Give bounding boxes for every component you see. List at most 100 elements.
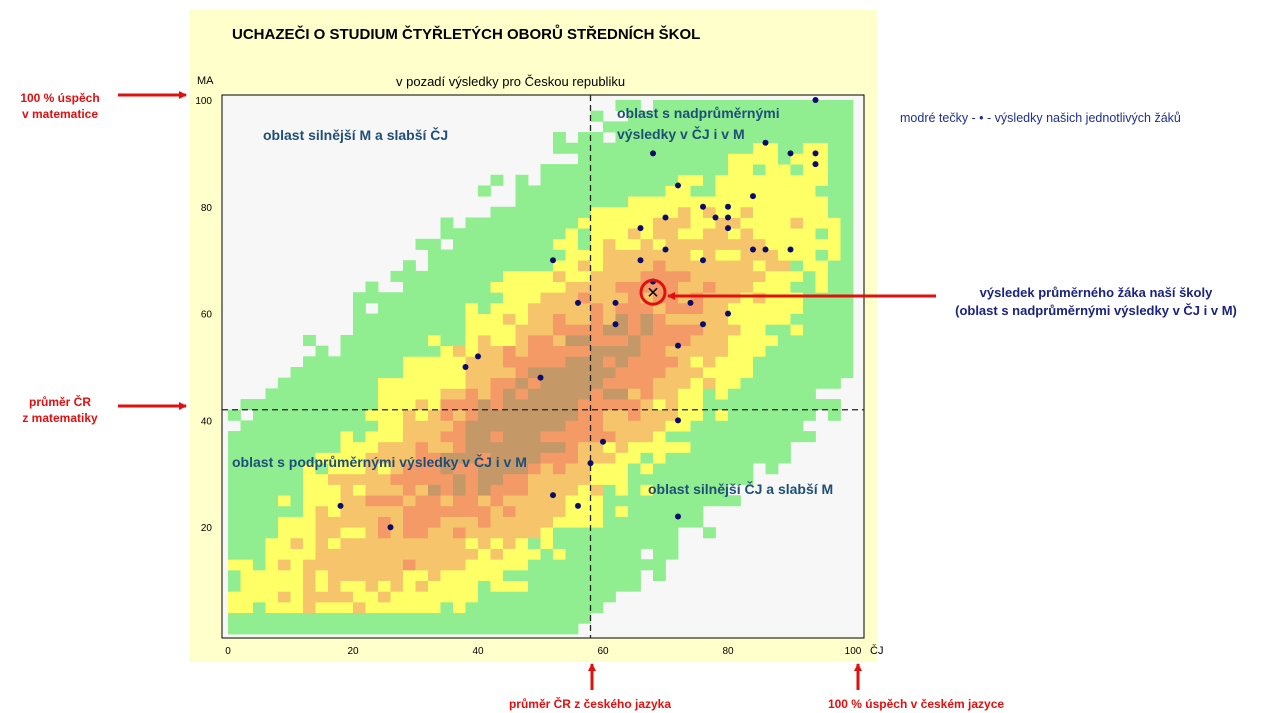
- density-cell: [778, 281, 791, 293]
- density-cell: [428, 367, 441, 379]
- density-cell: [615, 260, 629, 272]
- density-cell: [328, 463, 341, 475]
- density-cell: [290, 505, 304, 517]
- density-cell: [615, 334, 629, 347]
- density-cell: [340, 377, 354, 389]
- density-cell: [490, 249, 504, 261]
- density-cell: [265, 484, 279, 496]
- density-cell: [528, 377, 541, 389]
- density-cell: [628, 345, 641, 357]
- density-cell: [503, 356, 516, 368]
- school-average-label: výsledek průměrného žáka naší školy (obl…: [916, 284, 1276, 320]
- density-cell: [828, 132, 841, 144]
- student-dot: [637, 257, 644, 264]
- density-cell: [228, 409, 241, 421]
- density-cell: [503, 601, 516, 614]
- density-cell: [615, 281, 629, 293]
- density-cell: [278, 548, 291, 560]
- density-cell: [740, 431, 754, 443]
- density-cell: [603, 441, 616, 453]
- density-cell: [340, 516, 354, 528]
- density-cell: [415, 495, 429, 507]
- density-cell: [615, 399, 629, 411]
- density-cell: [590, 505, 604, 517]
- density-cell: [403, 334, 416, 347]
- density-cell: [665, 527, 679, 539]
- student-dot: [700, 321, 706, 328]
- density-cell: [578, 505, 591, 517]
- density-cell: [390, 388, 404, 400]
- density-cell: [678, 377, 691, 389]
- density-cell: [490, 388, 504, 400]
- density-cell: [540, 612, 554, 624]
- density-cell: [515, 217, 529, 229]
- density-cell: [703, 431, 716, 443]
- density-cell: [465, 281, 479, 293]
- density-cell: [540, 537, 554, 549]
- density-cell: [828, 185, 841, 197]
- density-background: [228, 100, 854, 635]
- density-cell: [703, 132, 716, 144]
- density-cell: [640, 334, 654, 347]
- density-cell: [540, 356, 554, 368]
- density-cell: [803, 121, 816, 133]
- density-cell: [840, 281, 854, 293]
- density-cell: [340, 495, 354, 507]
- density-cell: [428, 260, 441, 272]
- density-cell: [653, 174, 666, 186]
- density-cell: [390, 367, 404, 379]
- density-cell: [378, 324, 391, 336]
- density-cell: [578, 185, 591, 197]
- density-cell: [840, 324, 854, 336]
- density-cell: [590, 409, 604, 421]
- density-cell: [778, 260, 791, 272]
- density-cell: [503, 377, 516, 389]
- density-cell: [540, 260, 554, 272]
- density-cell: [440, 388, 454, 400]
- density-cell: [303, 399, 316, 411]
- density-cell: [765, 270, 779, 282]
- density-cell: [790, 345, 804, 357]
- density-cell: [303, 420, 316, 432]
- density-cell: [765, 185, 779, 197]
- density-cell: [778, 313, 791, 325]
- density-cell: [453, 238, 466, 250]
- density-cell: [528, 228, 541, 240]
- density-cell: [578, 142, 591, 154]
- student-dot: [587, 460, 594, 467]
- density-cell: [378, 431, 391, 443]
- density-cell: [265, 463, 279, 475]
- density-cell: [540, 164, 554, 176]
- density-cell: [740, 249, 754, 261]
- density-cell: [290, 623, 304, 635]
- density-cell: [415, 313, 429, 325]
- density-cell: [428, 537, 441, 549]
- density-cell: [628, 463, 641, 475]
- density-cell: [565, 238, 579, 250]
- density-cell: [703, 121, 716, 133]
- density-cell: [403, 431, 416, 443]
- density-cell: [240, 399, 254, 411]
- density-cell: [490, 281, 504, 293]
- density-cell: [440, 441, 454, 453]
- density-cell: [315, 409, 329, 421]
- density-cell: [590, 527, 604, 539]
- density-cell: [565, 612, 579, 624]
- density-cell: [728, 452, 741, 464]
- density-cell: [328, 548, 341, 560]
- density-cell: [378, 345, 391, 357]
- density-cell: [678, 132, 691, 144]
- density-cell: [365, 292, 379, 304]
- density-cell: [290, 591, 304, 603]
- density-cell: [453, 377, 466, 389]
- density-cell: [815, 260, 829, 272]
- density-cell: [365, 580, 379, 592]
- density-cell: [840, 228, 854, 240]
- density-cell: [803, 367, 816, 379]
- student-dot: [575, 502, 581, 509]
- density-cell: [628, 132, 641, 144]
- density-cell: [678, 185, 691, 197]
- density-cell: [528, 537, 541, 549]
- density-cell: [240, 495, 254, 507]
- density-cell: [303, 601, 316, 614]
